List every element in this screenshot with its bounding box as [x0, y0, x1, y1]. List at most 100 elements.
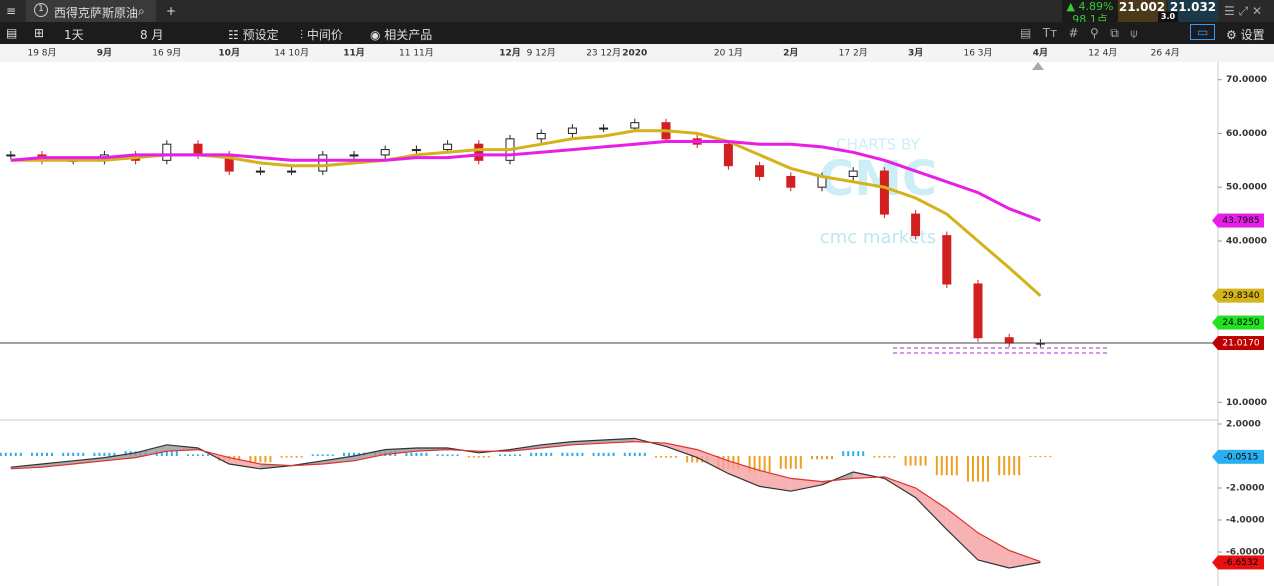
histogram-bar: [436, 454, 439, 456]
button-label: 相关产品: [384, 28, 433, 42]
histogram-bar: [633, 452, 636, 456]
histogram-bar: [343, 452, 345, 456]
candle: [287, 170, 297, 173]
histogram-bar: [514, 454, 516, 456]
y-tick-label: -4.0000: [1226, 516, 1264, 526]
ask[interactable]: 21.032: [1168, 0, 1218, 22]
menu-icon[interactable]: ≡: [6, 4, 17, 18]
candle: [255, 170, 265, 173]
histogram-bar: [581, 452, 584, 456]
settings[interactable]: ⚙ 设置: [1226, 28, 1265, 42]
histogram-bar: [410, 452, 413, 456]
y-tick-label: 60.0000: [1226, 129, 1267, 139]
tab-number: 1: [34, 3, 48, 17]
histogram-bar: [472, 456, 475, 458]
histogram-bar: [737, 456, 740, 469]
y-tick-label: 10.0000: [1226, 398, 1267, 408]
histogram-bar: [607, 452, 610, 456]
button-label: 预设定: [242, 28, 279, 42]
histogram-bar: [945, 456, 948, 476]
histogram-bar: [883, 456, 886, 458]
histogram-bar: [919, 456, 922, 466]
top-bar: ≡ 1 西得克萨斯原油 ⌕ + ▲ 4.89% 98.1点 21.002 3.0…: [0, 0, 1274, 26]
x-tick-label: 2020: [622, 49, 647, 59]
histogram-bar: [415, 452, 418, 456]
y-tick-label: 2.0000: [1226, 420, 1261, 430]
histogram-bar: [254, 456, 257, 463]
histogram-bar: [316, 454, 319, 456]
histogram-bar: [1003, 456, 1006, 476]
histogram-bar: [477, 456, 480, 458]
histogram-bar: [202, 454, 204, 456]
histogram-bar: [893, 456, 896, 458]
histogram-bar: [914, 456, 917, 466]
histogram-bar: [1034, 456, 1037, 457]
macd-fill: [322, 456, 354, 464]
macd-fill: [541, 441, 573, 448]
histogram-bar: [612, 452, 615, 456]
histogram-bar: [987, 456, 989, 482]
tool-icons[interactable]: ▤ Tт # ⚲ ⧉ ⍦: [1020, 26, 1138, 40]
candle: [911, 213, 921, 237]
candle: [973, 283, 983, 339]
x-tick-label: 17 2月: [839, 48, 868, 59]
macd-fill: [915, 488, 947, 530]
list-icon[interactable]: ▤: [6, 26, 18, 40]
add-tab[interactable]: +: [166, 4, 177, 18]
histogram-bar: [113, 452, 116, 456]
tab[interactable]: [26, 0, 156, 22]
button[interactable]: ⫶ 中间价: [300, 28, 343, 42]
histogram-bar: [753, 456, 756, 472]
histogram-bar: [14, 452, 17, 456]
histogram-bar: [192, 454, 194, 456]
histogram-bar: [82, 452, 85, 456]
histogram-bar: [353, 452, 355, 456]
candle: [848, 170, 858, 177]
x-tick-label: 16 3月: [963, 48, 992, 59]
search-icon[interactable]: ⌕: [138, 4, 145, 18]
macd-fill: [42, 460, 74, 468]
histogram-bar: [847, 451, 850, 456]
histogram-bar: [93, 452, 96, 456]
histogram-bar: [935, 456, 938, 476]
histogram-bar: [0, 452, 2, 456]
x-tick-label: 2月: [783, 48, 798, 59]
histogram-bar: [348, 452, 350, 456]
histogram-bar: [873, 456, 876, 458]
histogram-bar: [909, 456, 912, 466]
histogram-bar: [170, 451, 173, 456]
candle: [536, 132, 546, 140]
layout-icon[interactable]: ⊞: [34, 26, 45, 40]
price-tag: [1218, 449, 1264, 464]
price-tag: [1218, 288, 1264, 303]
x-tick-label: 3月: [908, 48, 923, 59]
tab-title[interactable]: 西得克萨斯原油: [54, 6, 139, 20]
histogram-bar: [561, 452, 564, 456]
histogram-bar: [504, 454, 506, 456]
chart: CHARTS BY CMC cmc markets 19 8月 9月 16 9月 10…: [0, 44, 1274, 586]
histogram-bar: [46, 452, 48, 456]
histogram-bar: [72, 452, 75, 456]
candle: [162, 143, 172, 161]
x-tick-label: 26 4月: [1151, 48, 1180, 59]
window-controls[interactable]: ☰ ⤢ ✕: [1224, 4, 1263, 18]
histogram-bar: [571, 452, 574, 456]
histogram-bar: [789, 456, 792, 469]
x-tick-label: 12 4月: [1088, 48, 1117, 59]
button[interactable]: ☷ 预设定: [228, 28, 279, 42]
bid[interactable]: 21.002: [1118, 0, 1166, 22]
macd-fill: [135, 444, 167, 458]
histogram-bar: [165, 451, 168, 456]
range[interactable]: 8 月: [140, 28, 164, 42]
x-tick-label: 20 1月: [714, 48, 743, 59]
macd-fill: [759, 470, 791, 492]
candle: [6, 154, 16, 157]
histogram-bar: [1049, 456, 1052, 457]
histogram-bar: [643, 452, 646, 456]
histogram-bar: [878, 456, 881, 458]
interval[interactable]: 1天: [64, 28, 84, 42]
draw-button[interactable]: ▭: [1190, 24, 1216, 40]
button[interactable]: ◉ 相关产品: [370, 28, 433, 42]
histogram-bar: [940, 456, 943, 476]
